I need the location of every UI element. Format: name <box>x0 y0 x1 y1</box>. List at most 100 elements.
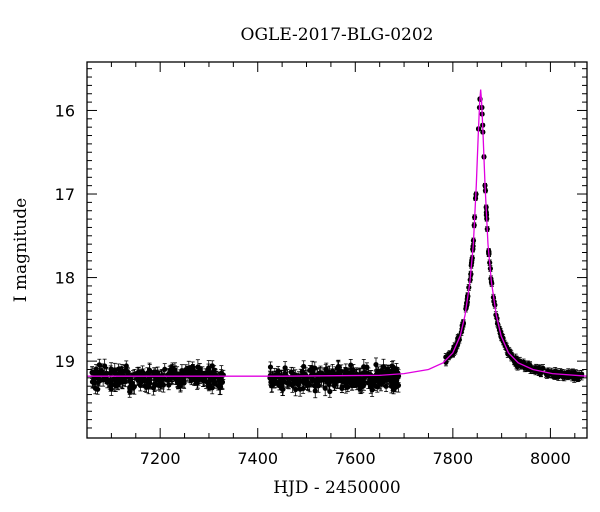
data-point <box>309 372 315 378</box>
data-point <box>361 364 367 370</box>
data-point <box>210 369 216 375</box>
data-points <box>89 96 585 395</box>
data-point <box>123 363 129 369</box>
data-point <box>305 381 311 387</box>
data-point <box>295 382 301 388</box>
y-axis-label: I magnitude <box>11 198 31 302</box>
data-point <box>301 363 307 370</box>
data-point <box>209 363 215 369</box>
x-axis-tick-labels: 7200 7400 7600 7800 8000 <box>140 449 571 468</box>
data-point <box>326 381 332 388</box>
data-point <box>373 361 379 368</box>
data-point <box>339 385 345 392</box>
data-point <box>151 369 157 375</box>
x-axis-label: HJD - 2450000 <box>273 478 401 498</box>
data-point <box>186 365 192 371</box>
data-point <box>282 365 288 371</box>
data-point <box>166 382 172 388</box>
data-point <box>107 377 113 383</box>
data-point <box>267 364 274 370</box>
y-axis-tick-labels: 16 17 18 19 <box>55 101 75 371</box>
data-point <box>299 369 305 375</box>
data-point <box>206 384 212 390</box>
data-point <box>314 372 320 378</box>
data-point <box>380 363 387 370</box>
data-point <box>325 368 331 375</box>
x-tick-label: 8000 <box>530 449 571 468</box>
data-point <box>373 372 379 378</box>
data-point <box>390 364 396 370</box>
data-point <box>113 378 120 384</box>
data-point <box>377 380 383 386</box>
y-tick-label: 17 <box>55 185 75 204</box>
data-point <box>322 385 328 391</box>
data-point <box>90 379 96 385</box>
data-point <box>215 383 221 389</box>
data-point <box>369 387 375 393</box>
data-point <box>92 385 98 391</box>
data-point <box>125 370 131 376</box>
plot-frame <box>86 61 588 439</box>
data-point <box>96 362 102 368</box>
data-point <box>137 376 143 382</box>
data-point <box>193 372 199 378</box>
data-point <box>388 379 394 385</box>
y-tick-label: 19 <box>55 352 75 371</box>
data-point <box>143 384 149 390</box>
data-point <box>116 370 123 376</box>
data-point <box>513 362 520 368</box>
data-point <box>157 382 163 389</box>
x-tick-label: 7400 <box>237 449 278 468</box>
data-point <box>358 379 364 385</box>
data-point <box>127 389 133 395</box>
data-point <box>334 378 341 384</box>
data-point <box>194 380 200 386</box>
data-point <box>309 364 315 371</box>
data-point <box>354 382 360 388</box>
data-point <box>327 388 333 395</box>
data-point <box>197 368 203 375</box>
data-point <box>146 377 153 383</box>
y-tick-label: 18 <box>55 269 75 288</box>
x-tick-label: 7800 <box>432 449 473 468</box>
data-point <box>162 366 168 372</box>
data-point <box>113 382 119 388</box>
data-point <box>391 387 397 393</box>
axis-ticks <box>87 62 587 438</box>
data-point <box>135 370 142 376</box>
data-point <box>315 377 321 383</box>
data-point <box>293 386 299 393</box>
data-point <box>300 385 306 392</box>
data-point <box>107 383 114 389</box>
data-point <box>102 363 108 369</box>
data-point <box>395 382 402 388</box>
data-point <box>280 386 286 392</box>
data-point <box>127 377 133 383</box>
data-point <box>156 378 162 384</box>
data-point <box>146 367 153 373</box>
data-point <box>91 369 97 376</box>
data-point <box>348 362 354 368</box>
data-point <box>286 380 292 386</box>
data-point <box>96 369 103 375</box>
x-tick-label: 7600 <box>335 449 376 468</box>
data-point <box>372 378 378 384</box>
data-point <box>383 369 389 375</box>
data-point <box>203 378 209 385</box>
data-point <box>325 375 331 381</box>
x-tick-label: 7200 <box>140 449 181 468</box>
data-point <box>312 383 318 389</box>
data-point <box>312 388 318 394</box>
data-point <box>309 377 316 383</box>
data-point <box>368 382 375 389</box>
data-point <box>172 370 178 376</box>
data-point <box>175 379 181 386</box>
data-point <box>339 378 345 384</box>
data-point <box>188 375 194 381</box>
data-point <box>349 380 355 386</box>
model-curve <box>87 89 587 377</box>
data-point <box>152 382 158 388</box>
data-point <box>127 384 133 390</box>
data-point <box>195 364 201 370</box>
